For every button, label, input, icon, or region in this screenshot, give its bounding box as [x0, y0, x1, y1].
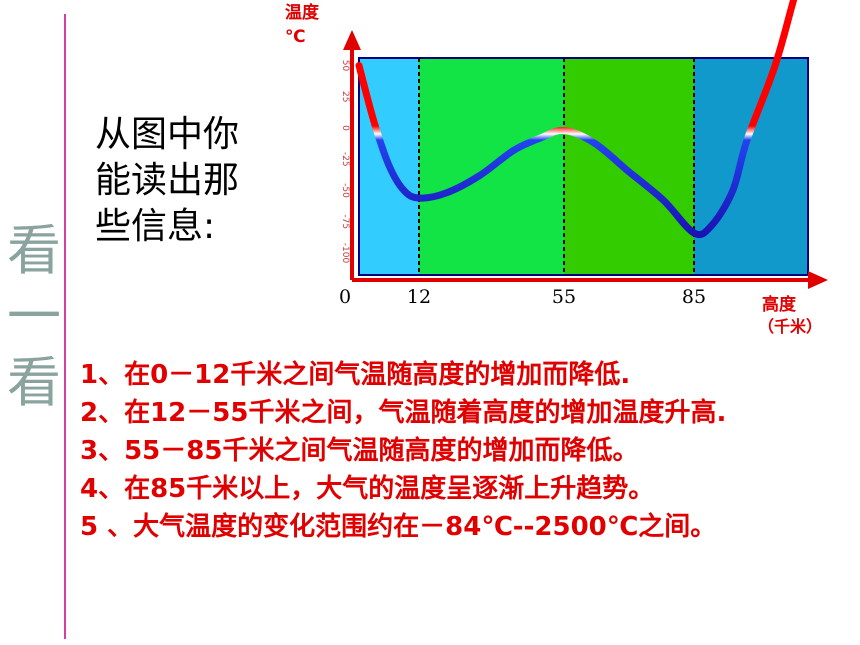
- y-tick-label: -50: [340, 183, 350, 198]
- answer-item: 1、在0－12千米之间气温随高度的增加而降低.: [80, 360, 631, 390]
- x-axis-title: 高度: [762, 294, 797, 315]
- question-text: 从图中你 能读出那 些信息:: [95, 112, 285, 250]
- y-tick-label: -25: [340, 152, 350, 167]
- y-axis-unit: ℃: [285, 27, 306, 47]
- y-tick-label: 25: [340, 91, 350, 102]
- y-tick-label: 50: [340, 60, 350, 72]
- temperature-altitude-chart: 50 25 0 -25 -50 -75 -100 0 12 55 85 温度 ℃ 高度 （千米）: [285, 0, 828, 336]
- question-line: 能读出那: [95, 160, 240, 201]
- divider-line: [64, 14, 66, 639]
- x-tick-label: 85: [682, 286, 706, 308]
- y-tick-label: 0: [340, 125, 350, 131]
- answer-list: 1、在0－12千米之间气温随高度的增加而降低. 2、在12－55千米之间，气温随…: [80, 356, 850, 546]
- x-tick-label: 55: [552, 286, 576, 308]
- side-title-char: 一: [7, 285, 61, 348]
- x-tick-label: 12: [407, 286, 431, 308]
- atmosphere-layer-band: [694, 58, 808, 275]
- answer-item: 3、55－85千米之间气温随高度的增加而降低。: [80, 436, 639, 466]
- answer-item: 4、在85千米以上，大气的温度呈逐渐上升趋势。: [80, 474, 655, 504]
- y-axis-title: 温度: [285, 2, 320, 23]
- side-title-char: 看: [7, 351, 61, 414]
- y-axis-arrow-icon: [343, 30, 361, 50]
- side-title: 看 一 看: [6, 218, 62, 416]
- question-line: 些信息:: [95, 206, 216, 247]
- question-line: 从图中你: [95, 114, 240, 155]
- x-tick-label: 0: [339, 286, 351, 308]
- side-title-char: 看: [7, 219, 61, 282]
- x-axis-arrow-icon: [808, 271, 828, 289]
- x-axis-unit: （千米）: [758, 317, 822, 336]
- answer-item: 2、在12－55千米之间，气温随着高度的增加温度升高.: [80, 398, 727, 428]
- y-tick-label: -75: [340, 214, 350, 229]
- answer-item: 5 、大气温度的变化范围约在－84℃--2500℃之间。: [80, 512, 717, 542]
- y-tick-label: -100: [340, 243, 350, 264]
- plot-frame: [358, 57, 809, 276]
- temperature-curve: [355, 0, 798, 239]
- atmosphere-layer-band: [564, 58, 694, 275]
